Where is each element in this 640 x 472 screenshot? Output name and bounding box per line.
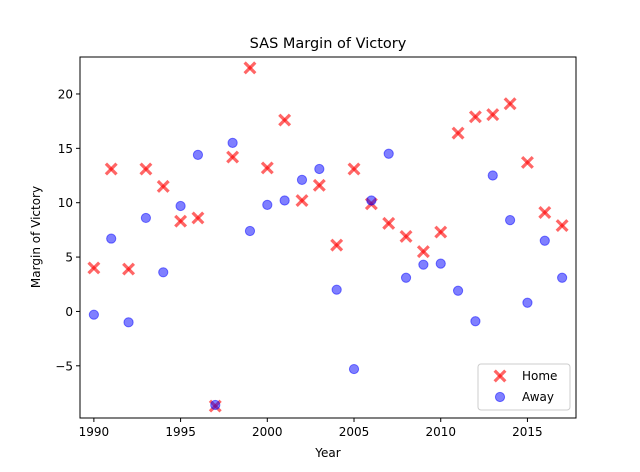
home-point xyxy=(503,97,517,111)
home-point xyxy=(538,206,552,219)
home-point xyxy=(122,262,136,276)
home-point xyxy=(295,194,309,207)
away-point xyxy=(470,316,481,327)
legend-away-marker xyxy=(494,391,506,403)
home-point xyxy=(399,229,413,243)
away-point xyxy=(279,195,290,206)
y-tick-label: 5 xyxy=(65,251,73,265)
home-point xyxy=(347,162,361,176)
away-point xyxy=(140,212,152,224)
away-point xyxy=(262,199,273,210)
home-point xyxy=(451,126,465,140)
home-point xyxy=(87,261,101,275)
legend-away-label: Away xyxy=(522,390,554,404)
away-point xyxy=(435,258,446,269)
y-tick-label: −5 xyxy=(55,359,73,373)
home-point xyxy=(278,113,292,127)
data-points xyxy=(87,61,569,413)
away-point xyxy=(227,137,238,149)
x-tick-label: 2015 xyxy=(512,425,543,439)
y-axis-label: Margin of Victory xyxy=(29,186,43,288)
away-point xyxy=(331,284,342,295)
x-tick-label: 1995 xyxy=(165,425,196,439)
away-point xyxy=(88,309,99,320)
home-point xyxy=(260,161,274,175)
x-tick-label: 2000 xyxy=(252,425,283,439)
x-axis-ticks: 1990 1995 2000 2005 2010 2015 xyxy=(79,418,543,439)
away-point xyxy=(557,272,568,283)
x-tick-label: 2010 xyxy=(425,425,456,439)
y-tick-label: 15 xyxy=(58,142,73,156)
legend-home-label: Home xyxy=(522,369,557,383)
away-point xyxy=(314,163,325,175)
legend-home-symbol xyxy=(493,369,507,383)
away-point xyxy=(504,215,516,226)
legend-away-symbol xyxy=(494,391,506,403)
home-point xyxy=(174,214,188,228)
home-point xyxy=(330,238,344,252)
x-tick-label: 1990 xyxy=(79,425,110,439)
home-point xyxy=(555,219,569,233)
chart-title: SAS Margin of Victory xyxy=(250,36,407,52)
away-point xyxy=(400,272,412,283)
home-point xyxy=(382,216,396,230)
y-tick-label: 10 xyxy=(58,196,73,210)
home-point xyxy=(416,245,430,259)
away-point xyxy=(522,297,533,308)
away-point xyxy=(106,233,117,244)
away-point xyxy=(452,285,464,296)
away-point xyxy=(366,195,377,206)
away-point xyxy=(296,174,308,185)
home-point xyxy=(243,61,257,75)
y-tick-label: 0 xyxy=(65,305,73,319)
away-point xyxy=(383,148,394,159)
away-point xyxy=(175,200,186,212)
home-point xyxy=(139,162,153,176)
legend-home-marker xyxy=(493,369,507,383)
y-axis-ticks: −5 0 5 10 15 20 xyxy=(55,87,80,373)
home-point xyxy=(226,150,240,164)
home-point xyxy=(520,156,534,169)
away-point xyxy=(210,399,221,411)
home-point xyxy=(312,178,326,192)
home-point xyxy=(156,179,170,193)
legend: Home Away xyxy=(477,363,571,411)
away-point xyxy=(487,170,498,181)
home-point xyxy=(434,225,448,239)
home-point xyxy=(468,110,482,124)
away-point xyxy=(123,317,134,328)
away-point xyxy=(244,225,256,237)
x-tick-label: 2005 xyxy=(339,425,370,439)
away-point xyxy=(158,267,169,278)
home-point xyxy=(191,211,205,225)
away-point xyxy=(418,259,429,270)
away-point xyxy=(539,235,550,246)
home-point xyxy=(104,162,118,176)
away-point xyxy=(192,149,204,160)
away-point xyxy=(348,363,360,375)
y-tick-label: 20 xyxy=(58,87,73,101)
x-axis-label: Year xyxy=(314,446,340,460)
home-point xyxy=(486,108,500,122)
plot-area-frame xyxy=(79,56,577,419)
